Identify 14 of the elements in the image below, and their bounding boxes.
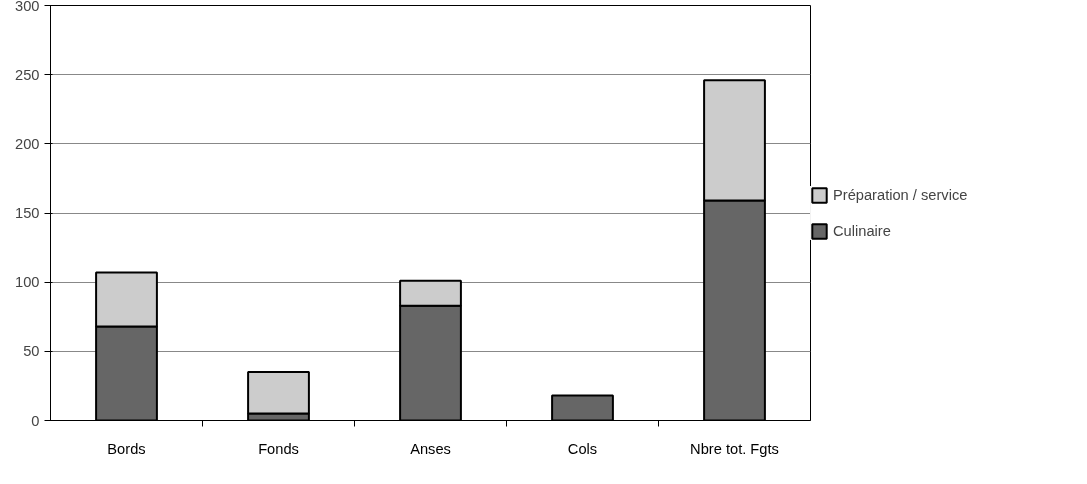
x-tick-label: Nbre tot. Fgts (690, 440, 779, 457)
y-tick-label: 200 (15, 135, 40, 152)
y-tick-label: 50 (23, 343, 40, 360)
x-tick-label: Fonds (258, 440, 299, 457)
x-tick-label: Anses (410, 440, 451, 457)
x-tick-label: Cols (567, 440, 598, 457)
y-tick-label: 100 (15, 274, 40, 291)
legend-label: Préparation / service (833, 186, 968, 203)
legend-label: Culinaire (833, 222, 891, 239)
x-tick-label: Bords (107, 440, 146, 457)
y-tick-label: 0 (31, 412, 40, 429)
y-tick-label: 150 (15, 205, 40, 221)
y-tick-label: 250 (15, 66, 40, 83)
y-tick-label: 300 (15, 0, 40, 14)
